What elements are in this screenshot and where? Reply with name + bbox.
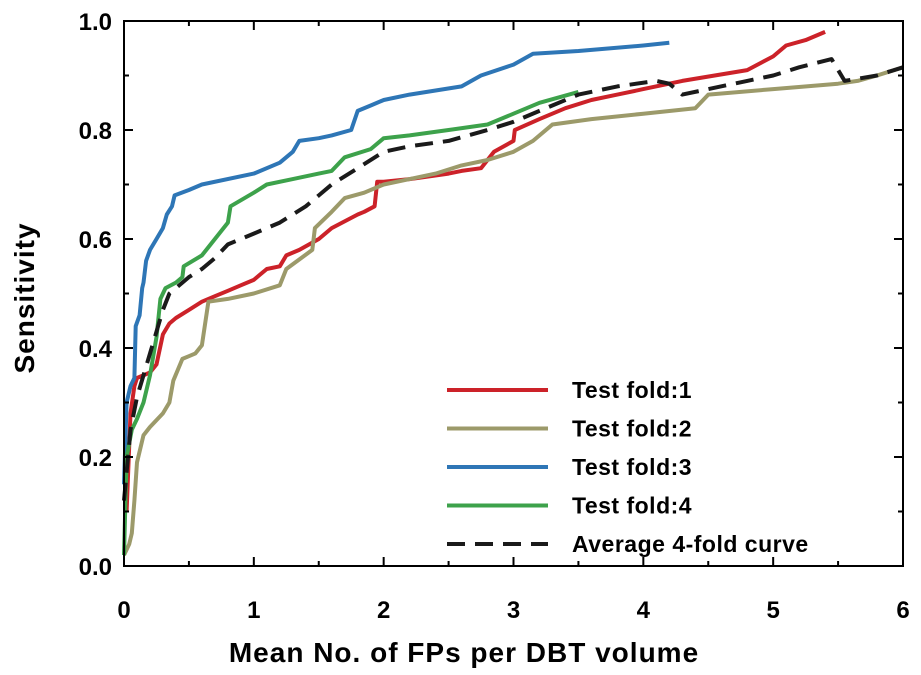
y-tick-label: 0.2 bbox=[79, 445, 112, 472]
x-tick-label: 0 bbox=[117, 597, 130, 624]
x-tick-label: 6 bbox=[896, 597, 909, 624]
x-axis-title: Mean No. of FPs per DBT volume bbox=[229, 637, 699, 668]
y-tick-labels: 0.0 0.2 0.4 0.6 0.8 1.0 bbox=[79, 9, 113, 581]
y-tick-label: 0.8 bbox=[79, 118, 112, 145]
x-tick-label: 5 bbox=[766, 597, 779, 624]
series-line-4 bbox=[122, 89, 579, 556]
y-tick-label: 1.0 bbox=[79, 9, 112, 36]
series-line-2 bbox=[122, 65, 904, 556]
x-tick-label: 2 bbox=[377, 597, 390, 624]
x-tick-label: 3 bbox=[507, 597, 520, 624]
y-tick-label: 0.0 bbox=[79, 554, 112, 581]
y-axis-title: Sensitivity bbox=[9, 222, 40, 373]
y-tick-label: 0.6 bbox=[79, 227, 112, 254]
series-line-3 bbox=[122, 40, 670, 485]
series-line-1 bbox=[124, 30, 826, 512]
x-tick-labels: 0 1 2 3 4 5 6 bbox=[117, 597, 909, 624]
plot-lines bbox=[122, 30, 904, 556]
legend: Test fold:1 Test fold:2 Test fold:3 Test fo… bbox=[447, 377, 809, 557]
legend-label-4: Test fold:4 bbox=[572, 493, 692, 519]
legend-label-1: Test fold:1 bbox=[572, 377, 692, 403]
x-tick-label: 1 bbox=[247, 597, 260, 624]
legend-label-5: Average 4-fold curve bbox=[572, 531, 809, 557]
axis-ticks bbox=[123, 20, 904, 567]
plot-frame bbox=[123, 20, 904, 567]
y-tick-label: 0.4 bbox=[79, 336, 113, 363]
legend-label-2: Test fold:2 bbox=[572, 416, 692, 442]
legend-label-3: Test fold:3 bbox=[572, 454, 692, 480]
series-line-5 bbox=[122, 57, 904, 501]
x-tick-label: 4 bbox=[637, 597, 651, 624]
